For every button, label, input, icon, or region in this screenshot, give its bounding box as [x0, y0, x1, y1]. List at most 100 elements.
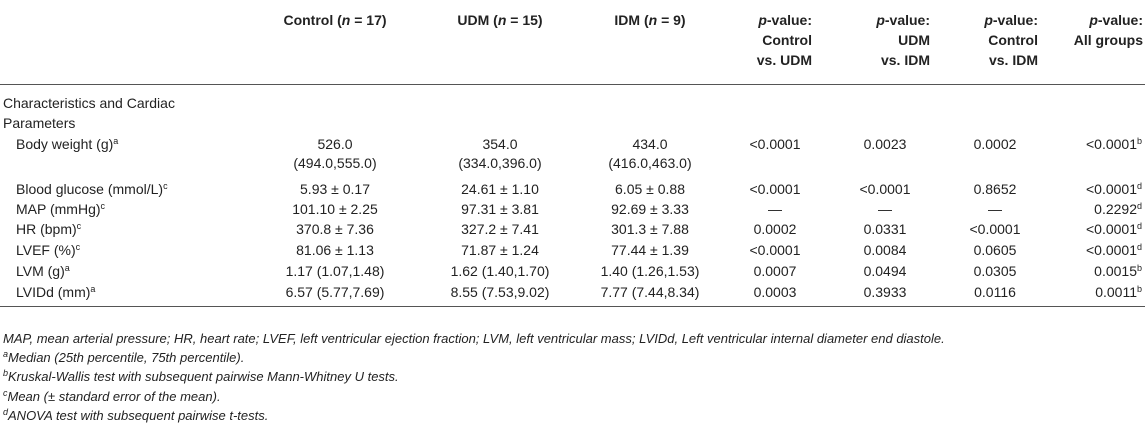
cell-control: 526.0 (494.0,555.0) [255, 135, 415, 173]
cell-p-all-value: <0.0001 [1085, 221, 1137, 237]
header-p1-l3: vs. UDM [756, 52, 812, 68]
cell-p-udm-idm: 0.3933 [863, 284, 907, 300]
cell-idm-value: 434.0 [632, 136, 668, 152]
cell-p-control-udm: <0.0001 [749, 242, 801, 258]
cell-p-udm-idm: — [878, 201, 892, 217]
cell-p-all-footnote: b [1136, 284, 1142, 294]
header-control-pre: Control ( [283, 12, 342, 28]
row-label-footnote: a [90, 284, 96, 294]
row-label-text: LVM (g) [16, 263, 65, 279]
cell-p-control-udm: — [768, 201, 782, 217]
cell-p-udm-idm: 0.0494 [863, 263, 907, 279]
cell-control: 1.17 (1.07,1.48) [285, 263, 385, 279]
row-label-text: Body weight (g) [16, 136, 114, 152]
cell-p-control-udm: 0.0007 [753, 263, 797, 279]
footnote-d-text: ANOVA test with subsequent pairwise t-te… [8, 407, 269, 423]
row-label: Blood glucose (mmol/L)c [16, 180, 168, 199]
header-p2-l2: UDM [898, 32, 930, 48]
row-label-text: MAP (mmHg) [16, 201, 101, 217]
cell-p-all: 0.0011b [1050, 283, 1142, 302]
footnote-a-marker: a [3, 349, 9, 360]
cell-idm: 92.69 ± 3.33 [611, 201, 689, 217]
cell-p-all-value: <0.0001 [1085, 181, 1137, 197]
footnote-b: bKruskal-Wallis test with subsequent pai… [3, 367, 1143, 386]
footnote-abbreviations: MAP, mean arterial pressure; HR, heart r… [3, 331, 945, 346]
table-row: LVEF (%)c 81.06 ± 1.13 71.87 ± 1.24 77.4… [0, 241, 1145, 260]
footnote-b-marker: b [3, 368, 9, 379]
header-p3-l2: Control [988, 32, 1038, 48]
table-bottom-rule [0, 306, 1145, 307]
row-label-text: LVIDd (mm) [16, 284, 91, 300]
cell-idm: 77.44 ± 1.39 [611, 242, 689, 258]
header-p4-l2: All groups [1073, 32, 1143, 48]
table-row: LVIDd (mm)a 6.57 (5.77,7.69) 8.55 (7.53,… [0, 283, 1145, 302]
table-row: HR (bpm)c 370.8 ± 7.36 327.2 ± 7.41 301.… [0, 220, 1145, 239]
cell-p-all-value: <0.0001 [1085, 136, 1137, 152]
row-label-footnote: c [100, 201, 106, 211]
header-p-udm-idm: p-value: UDM vs. IDM [830, 10, 930, 70]
table-row: Blood glucose (mmol/L)c 5.93 ± 0.17 24.6… [0, 180, 1145, 199]
cell-p-all-value: 0.2292 [1094, 201, 1137, 217]
cell-p-all: <0.0001b [1050, 135, 1142, 154]
cell-udm: 8.55 (7.53,9.02) [450, 284, 550, 300]
cell-p-control-idm: 0.8652 [973, 181, 1017, 197]
header-p1-l2: Control [762, 32, 812, 48]
header-p3-p: p [984, 12, 993, 28]
cell-p-control-idm: 0.0305 [973, 263, 1017, 279]
cell-idm-range: (416.0,463.0) [608, 155, 692, 171]
row-label: LVEF (%)c [16, 241, 80, 260]
cell-p-udm-idm: 0.0331 [863, 221, 907, 237]
header-idm-n: n [648, 12, 658, 28]
cell-p-all-footnote: b [1136, 136, 1142, 146]
section-title-line1: Characteristics and Cardiac [3, 95, 175, 111]
row-label-footnote: a [64, 263, 70, 273]
row-label-footnote: c [76, 221, 82, 231]
cell-idm: 6.05 ± 0.88 [615, 181, 685, 197]
header-p2-l1: -value: [884, 12, 930, 28]
cell-udm: 71.87 ± 1.24 [461, 242, 539, 258]
header-idm-pre: IDM ( [614, 12, 649, 28]
cell-p-udm-idm: 0.0023 [863, 136, 907, 152]
cell-p-udm-idm: 0.0084 [863, 242, 907, 258]
cell-p-all: <0.0001d [1050, 241, 1142, 260]
header-p4-l1: -value: [1097, 12, 1143, 28]
cell-p-all-footnote: d [1136, 181, 1142, 191]
header-p1-l1: -value: [766, 12, 812, 28]
row-label: LVM (g)a [16, 262, 70, 281]
header-p3-l1: -value: [992, 12, 1038, 28]
cell-control: 81.06 ± 1.13 [296, 242, 374, 258]
cell-idm: 1.40 (1.26,1.53) [600, 263, 700, 279]
footnote-b-text: Kruskal-Wallis test with subsequent pair… [8, 369, 399, 385]
row-label-footnote: c [163, 181, 168, 191]
header-control: Control (n = 17) [255, 10, 415, 30]
cell-udm: 1.62 (1.40,1.70) [450, 263, 550, 279]
cell-control: 5.93 ± 0.17 [300, 181, 370, 197]
cell-p-all: 0.2292d [1050, 200, 1142, 219]
cell-idm: 7.77 (7.44,8.34) [600, 284, 700, 300]
cell-control-range: (494.0,555.0) [293, 155, 377, 171]
cell-p-all-footnote: b [1136, 263, 1142, 273]
footnote-c: cMean (± standard error of the mean). [3, 387, 1143, 406]
row-label: HR (bpm)c [16, 220, 81, 239]
row-label-footnote: a [113, 136, 119, 146]
header-p4-p: p [1089, 12, 1098, 28]
header-p2-p: p [876, 12, 885, 28]
cell-control: 101.10 ± 2.25 [292, 201, 378, 217]
section-title: Characteristics and Cardiac Parameters [3, 93, 223, 133]
cell-udm: 97.31 ± 3.81 [461, 201, 539, 217]
header-p2-l3: vs. IDM [880, 52, 930, 68]
cell-p-all: 0.0015b [1050, 262, 1142, 281]
cell-p-all-value: 0.0015 [1094, 263, 1137, 279]
cell-p-control-idm: <0.0001 [969, 221, 1021, 237]
footnote-d: dANOVA test with subsequent pairwise t-t… [3, 406, 1143, 425]
table-row: LVM (g)a 1.17 (1.07,1.48) 1.62 (1.40,1.7… [0, 262, 1145, 281]
cell-p-all-footnote: d [1136, 221, 1142, 231]
header-rule [0, 84, 1145, 85]
row-label-text: HR (bpm) [16, 221, 77, 237]
cell-p-control-udm: 0.0002 [753, 221, 797, 237]
header-udm-post: = 15) [506, 12, 543, 28]
header-p3-l3: vs. IDM [988, 52, 1038, 68]
cell-p-all-footnote: d [1136, 201, 1142, 211]
row-label: LVIDd (mm)a [16, 283, 95, 302]
table-footnotes: MAP, mean arterial pressure; HR, heart r… [3, 329, 1143, 425]
